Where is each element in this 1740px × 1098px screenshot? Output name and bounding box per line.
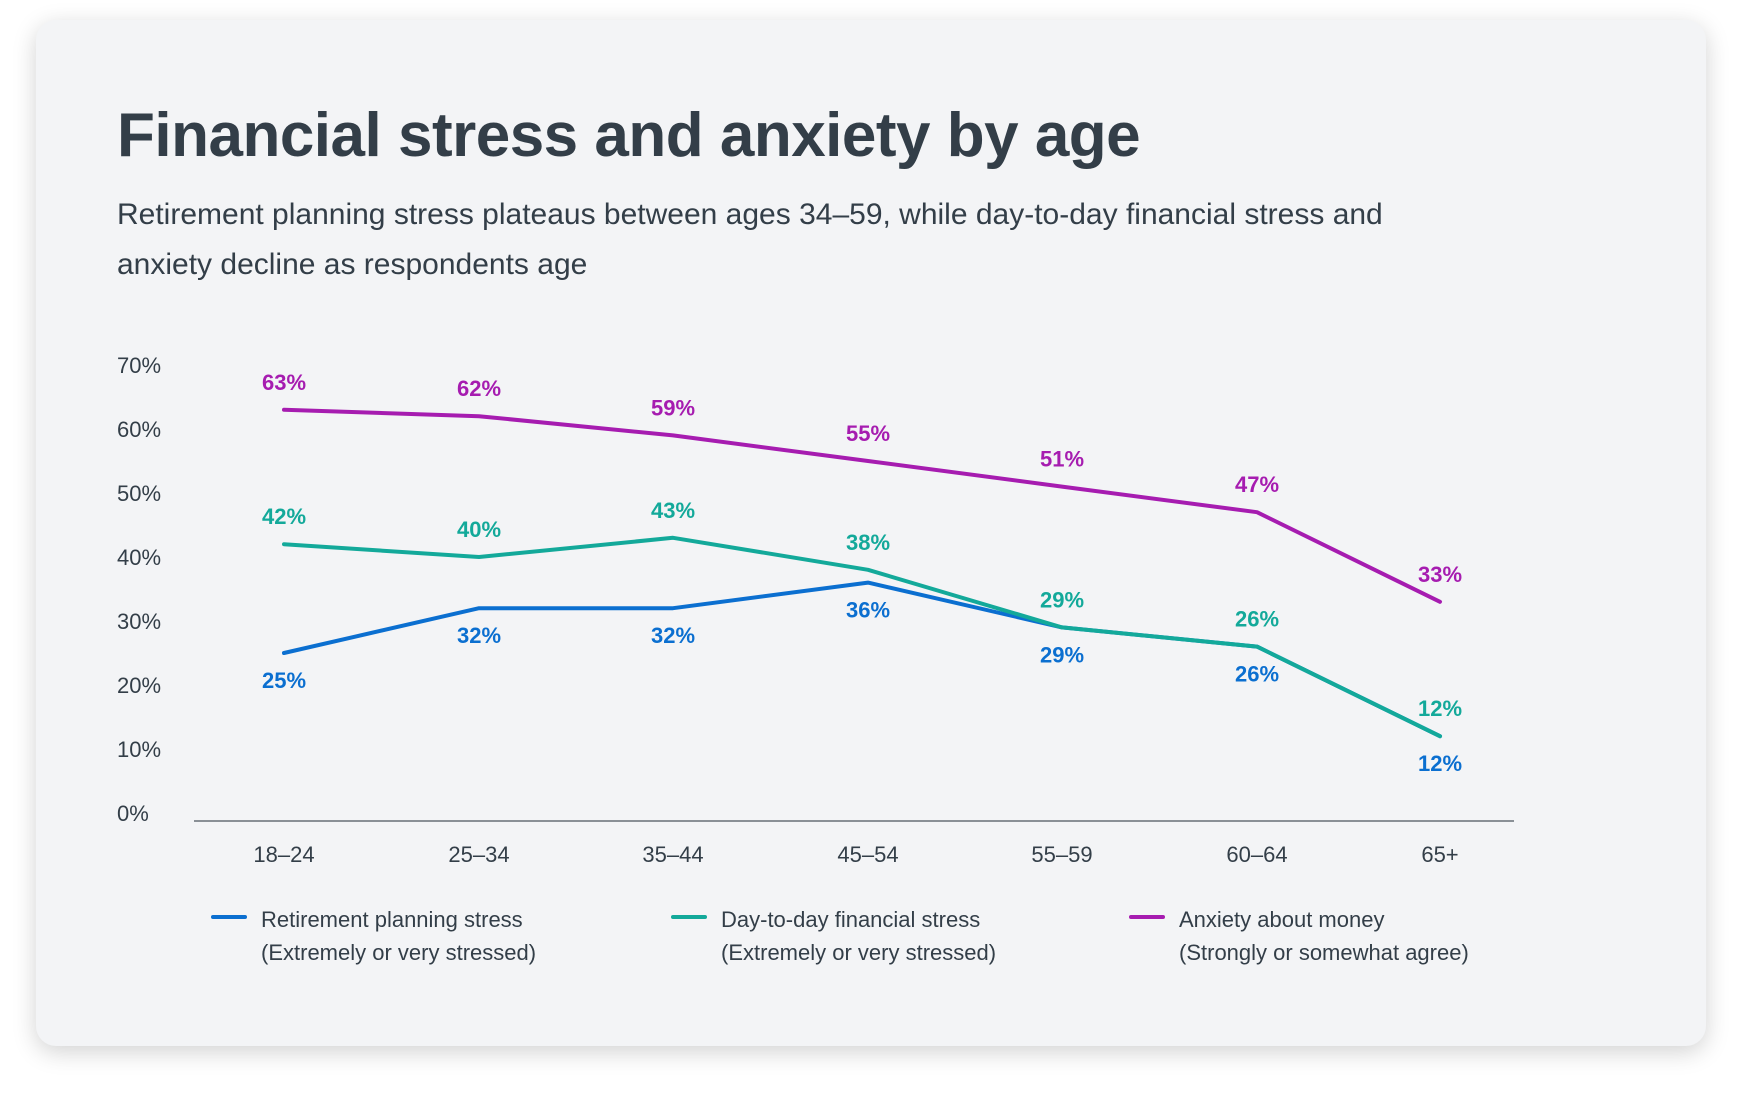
x-tick-label: 45–54 [837,842,898,867]
data-label: 32% [457,623,501,648]
y-tick-label: 10% [117,737,161,762]
data-label: 26% [1235,662,1279,687]
x-tick-label: 60–64 [1226,842,1287,867]
data-label: 40% [457,517,501,542]
x-tick-label: 55–59 [1031,842,1092,867]
data-label: 38% [846,530,890,555]
x-tick-label: 18–24 [253,842,314,867]
legend-label: Day-to-day financial stress [721,907,981,932]
legend-swatch [671,915,707,919]
data-label: 12% [1418,696,1462,721]
data-label: 33% [1418,562,1462,587]
data-label: 29% [1040,642,1084,667]
x-tick-label: 65+ [1421,842,1458,867]
data-label: 63% [262,370,306,395]
chart-subtitle: Retirement planning stress plateaus betw… [117,198,1383,281]
data-label: 29% [1040,587,1084,612]
y-tick-label: 50% [117,481,161,506]
y-tick-label: 70% [117,353,161,378]
y-tick-label: 0% [117,801,149,826]
y-tick-label: 40% [117,545,161,570]
x-tick-label: 35–44 [642,842,703,867]
data-label: 47% [1235,472,1279,497]
legend-swatch [211,915,247,919]
legend-label: Retirement planning stress [261,907,523,932]
legend-item-day-to-day: Day-to-day financial stress (Extremely or… [671,903,996,969]
data-label: 55% [846,421,890,446]
y-tick-label: 30% [117,609,161,634]
series-line-1 [282,535,1442,739]
data-label: 59% [651,395,695,420]
x-tick-label: 25–34 [448,842,509,867]
data-label: 43% [651,498,695,523]
series-line-2 [282,407,1442,604]
data-label: 32% [651,623,695,648]
y-tick-label: 20% [117,673,161,698]
data-label: 36% [846,598,890,623]
legend-sublabel: (Extremely or very stressed) [261,940,537,965]
data-label: 12% [1418,751,1462,776]
legend-sublabel: (Extremely or very stressed) [721,940,997,965]
chart-card [36,20,1706,1046]
y-tick-label: 60% [117,417,161,442]
chart-title: Financial stress and anxiety by age [117,101,1141,170]
legend-item-anxiety: Anxiety about money (Strongly or somewhat… [1129,903,1469,969]
legend-swatch [1129,915,1165,919]
data-label: 51% [1040,447,1084,472]
legend-label: Anxiety about money [1179,907,1385,932]
data-label: 26% [1235,607,1279,632]
data-label: 42% [262,504,306,529]
data-label: 62% [457,376,501,401]
data-label: 25% [262,668,306,693]
legend-sublabel: (Strongly or somewhat agree) [1179,940,1469,965]
legend-item-retirement: Retirement planning stress (Extremely or … [211,903,536,969]
